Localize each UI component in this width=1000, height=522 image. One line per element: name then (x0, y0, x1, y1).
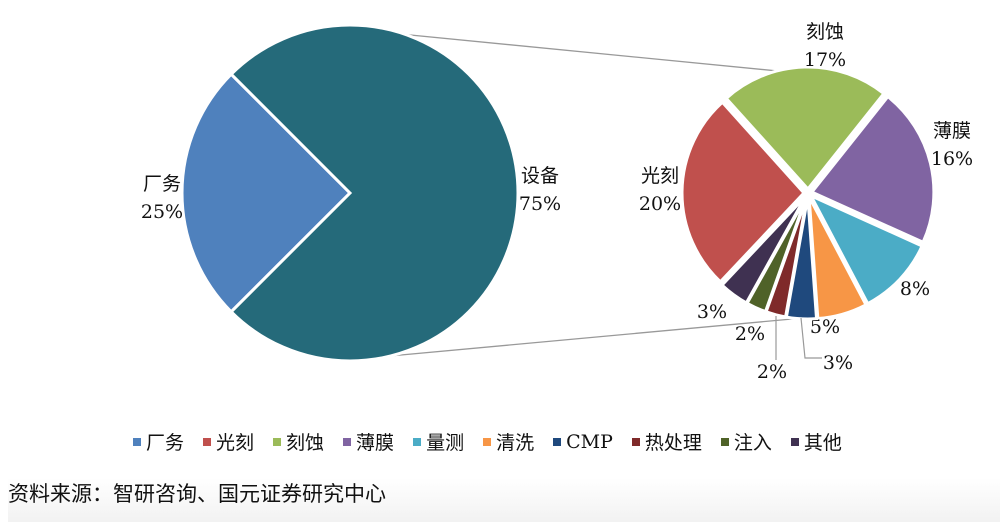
data-label-value-清洗: 5% (810, 316, 840, 338)
legend-label: 薄膜 (356, 432, 395, 454)
pie-slice-设备 (229, 23, 520, 363)
legend-label: 热处理 (644, 432, 702, 454)
legend-swatch (413, 437, 422, 446)
data-label-value-刻蚀: 17% (804, 49, 846, 71)
legend-swatch (631, 437, 640, 446)
pie-slice-薄膜 (809, 94, 936, 245)
legend-item-光刻: 光刻 (203, 428, 254, 455)
legend-item-厂务: 厂务 (133, 428, 184, 455)
legend-swatch (553, 437, 562, 446)
data-label-name-薄膜: 薄膜 (933, 120, 971, 142)
legend-item-CMP: CMP (553, 428, 613, 455)
legend-item-清洗: 清洗 (483, 428, 534, 455)
legend-swatch (343, 437, 352, 446)
pie-slice-量测 (807, 192, 925, 306)
legend-label: 注入 (733, 432, 772, 454)
data-label-name-光刻: 光刻 (641, 165, 679, 187)
pie-of-pie-chart: 厂务 25% 设备 75% 刻蚀 17% 薄膜 16% 8% 5% 3% 2% 2% 3% 光刻 20% (141, 21, 973, 383)
legend-item-其他: 其他 (790, 428, 842, 455)
legend-swatch (273, 437, 282, 446)
pie-slice-光刻 (680, 100, 807, 284)
data-label-name-设备: 设备 (521, 165, 559, 187)
data-label-value-热处理: 2% (757, 361, 787, 383)
pie-slice-厂务 (180, 72, 353, 314)
legend-item-量测: 量测 (413, 428, 464, 455)
connector-line-top (389, 32, 789, 73)
data-label-name-刻蚀: 刻蚀 (806, 21, 844, 43)
legend-swatch (790, 437, 799, 446)
legend-label: 其他 (803, 432, 842, 454)
legend-item-注入: 注入 (720, 428, 772, 455)
data-label-value-厂务: 25% (141, 201, 183, 223)
legend-label: 清洗 (496, 432, 535, 454)
data-label-value-量测: 8% (900, 278, 930, 300)
legend: 厂务 光刻 刻蚀 薄膜 量测 清洗 CMP 热处理 注入 其他 (133, 428, 842, 455)
pie-slice-其他 (719, 195, 807, 305)
legend-label: CMP (566, 430, 613, 453)
legend-swatch (483, 437, 492, 446)
data-label-value-CMP: 3% (823, 352, 853, 374)
legend-label: 量测 (426, 432, 465, 454)
data-label-value-其他: 3% (697, 301, 727, 323)
data-label-value-设备: 75% (519, 193, 561, 215)
legend-item-薄膜: 薄膜 (343, 428, 394, 455)
legend-swatch (203, 437, 212, 446)
legend-label: 刻蚀 (286, 432, 325, 454)
data-label-value-光刻: 20% (639, 193, 681, 215)
data-label-value-薄膜: 16% (931, 148, 973, 170)
legend-item-刻蚀: 刻蚀 (273, 428, 324, 455)
data-label-name-厂务: 厂务 (143, 173, 181, 195)
legend-item-热处理: 热处理 (631, 428, 702, 455)
legend-label: 光刻 (216, 432, 255, 454)
connector-line-bottom (389, 317, 804, 357)
legend-label: 厂务 (146, 432, 185, 454)
legend-swatch (720, 437, 729, 446)
source-note: 资料来源：智研咨询、国元证券研究中心 (8, 478, 1000, 522)
legend-swatch (133, 437, 141, 446)
data-label-value-注入: 2% (735, 323, 765, 345)
pie-slice-刻蚀 (724, 65, 886, 192)
leader-line-CMP (800, 317, 822, 359)
